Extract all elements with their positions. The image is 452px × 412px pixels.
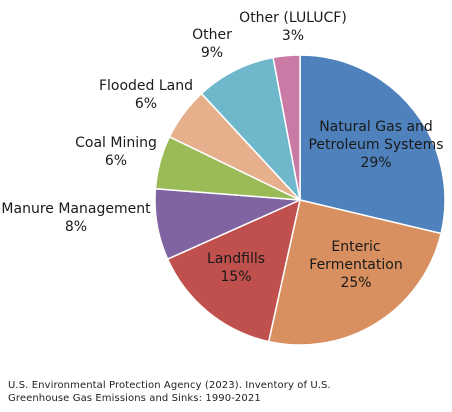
slice-category-label: Other bbox=[192, 27, 232, 43]
slice-value-label: 6% bbox=[105, 153, 127, 169]
slice-category-label: Petroleum Systems bbox=[308, 137, 443, 153]
slice-category-label: Coal Mining bbox=[75, 135, 157, 151]
pie-label-other-lulucf: Other (LULUCF) 3% bbox=[239, 10, 347, 44]
slice-category-label: Natural Gas and bbox=[319, 119, 433, 135]
slice-category-label: Fermentation bbox=[309, 257, 402, 273]
pie-slice-enteric-fermentation bbox=[267, 199, 442, 346]
pie-slice-natural-gas-and-petroleum-systems bbox=[299, 54, 446, 235]
slice-category-label: Enteric bbox=[331, 239, 380, 255]
slice-value-label: 3% bbox=[282, 28, 304, 44]
slice-value-label: 25% bbox=[340, 275, 371, 291]
slice-value-label: 8% bbox=[65, 219, 87, 235]
source-line-1: U.S. Environmental Protection Agency (20… bbox=[8, 380, 331, 391]
slice-value-label: 9% bbox=[201, 45, 223, 61]
pie-label-other: Other 9% bbox=[192, 27, 232, 61]
slice-category-label: Other (LULUCF) bbox=[239, 10, 347, 26]
slice-value-label: 6% bbox=[135, 96, 157, 112]
pie-slice-other-lulucf bbox=[272, 54, 301, 201]
slice-category-label: Landfills bbox=[207, 251, 265, 267]
slice-value-label: 15% bbox=[220, 269, 251, 285]
pie-label-manure-management: Manure Management 8% bbox=[1, 201, 151, 235]
source-note: U.S. Environmental Protection Agency (20… bbox=[8, 379, 448, 405]
pie-label-enteric-fermentation: Enteric Fermentation 25% bbox=[309, 239, 402, 291]
pie-slices bbox=[154, 54, 446, 346]
pie-labels: Natural Gas and Petroleum Systems 29% Enter… bbox=[1, 10, 443, 291]
slice-category-label: Manure Management bbox=[1, 201, 151, 217]
pie-label-landfills: Landfills 15% bbox=[207, 251, 265, 285]
pie-slice-other bbox=[200, 56, 301, 201]
pie-slice-landfills bbox=[166, 199, 301, 343]
slice-value-label: 29% bbox=[360, 155, 391, 171]
slice-category-label: Flooded Land bbox=[99, 78, 193, 94]
pie-label-natural-gas-and-petroleum-systems: Natural Gas and Petroleum Systems 29% bbox=[308, 119, 443, 171]
pie-label-coal-mining: Coal Mining 6% bbox=[75, 135, 157, 169]
pie-label-flooded-land: Flooded Land 6% bbox=[99, 78, 193, 112]
source-line-2: Greenhouse Gas Emissions and Sinks: 1990… bbox=[8, 393, 261, 404]
